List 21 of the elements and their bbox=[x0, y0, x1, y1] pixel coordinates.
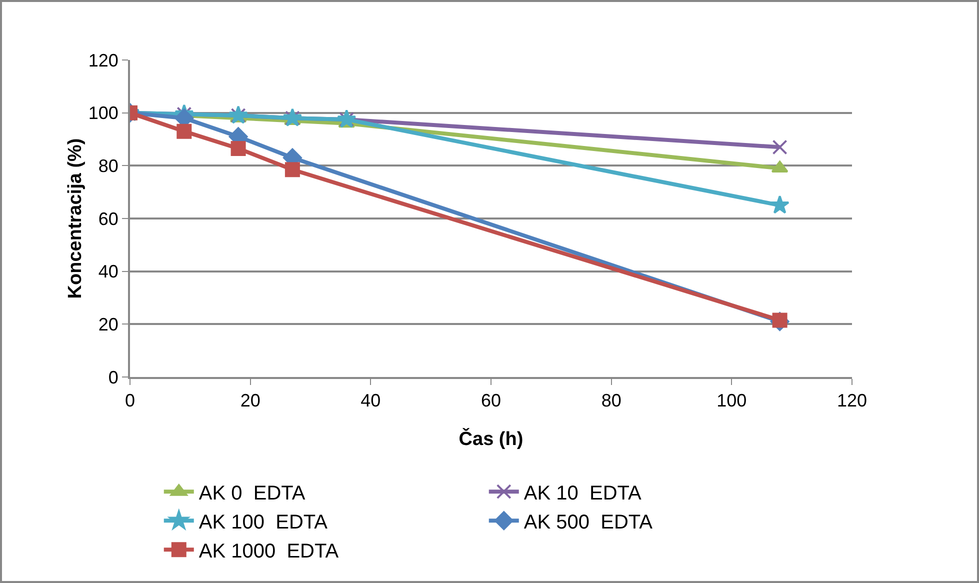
x-tick-label: 120 bbox=[836, 390, 868, 411]
legend-label: AK 500 EDTA bbox=[524, 511, 654, 534]
y-tick-label: 120 bbox=[88, 50, 118, 70]
legend-label: AK 0 EDTA bbox=[198, 482, 306, 504]
legend-label: AK 1000 EDTA bbox=[198, 540, 340, 562]
x-axis-title: Čas (h) bbox=[458, 427, 524, 450]
y-tick-label: 40 bbox=[98, 262, 118, 282]
y-tick-label: 60 bbox=[98, 208, 118, 229]
x-tick-label: 20 bbox=[240, 390, 260, 411]
x-tick-label: 40 bbox=[360, 390, 381, 411]
x-tick-label: 0 bbox=[124, 390, 136, 411]
y-tick-label: 80 bbox=[98, 156, 118, 176]
y-tick-label: 20 bbox=[98, 314, 118, 334]
y-tick-label: 0 bbox=[108, 367, 118, 388]
y-tick-label: 100 bbox=[88, 103, 118, 124]
x-tick-label: 80 bbox=[601, 390, 622, 411]
x-tick-label: 60 bbox=[480, 390, 502, 411]
legend-label: AK 100 EDTA bbox=[198, 511, 328, 534]
x-tick-label: 100 bbox=[716, 390, 747, 411]
y-axis-title: Koncentracija (%) bbox=[65, 138, 86, 299]
legend-label: AK 10 EDTA bbox=[524, 482, 642, 504]
